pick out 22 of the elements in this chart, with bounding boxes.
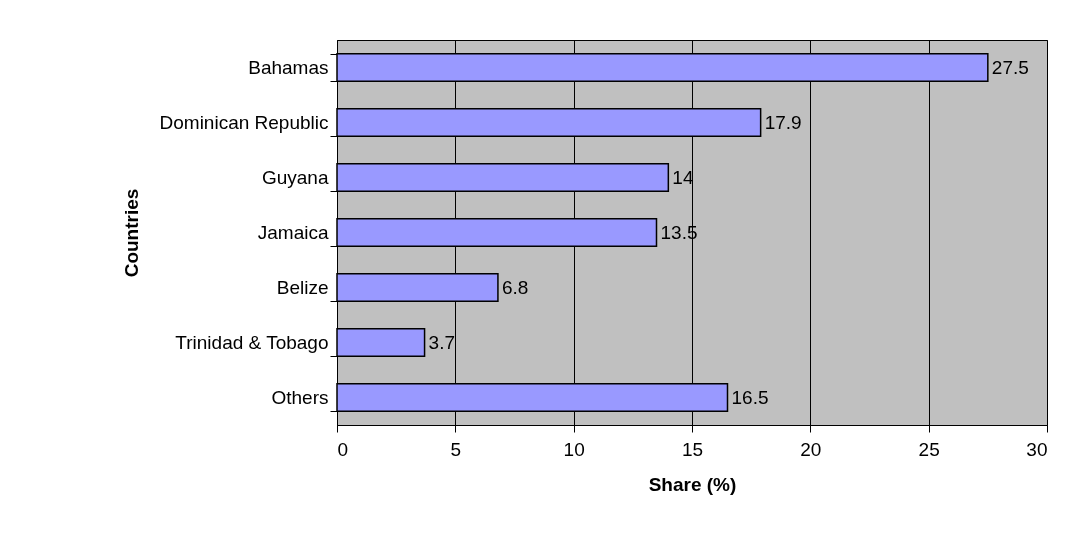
y-tick-label: Others — [271, 387, 329, 408]
data-label: 6.8 — [501, 276, 529, 298]
x-tick-label: 10 — [563, 438, 585, 460]
x-tick-label: 30 — [1026, 438, 1048, 460]
x-tick-label: 5 — [450, 438, 462, 460]
y-tick-label: Bahamas — [248, 57, 329, 78]
y-tick-label: Guyana — [261, 167, 329, 188]
x-tick-label: 15 — [681, 438, 704, 460]
y-axis-title: Countries — [120, 188, 142, 278]
y-tick-label: Dominican Republic — [159, 112, 329, 133]
x-tick-label: 0 — [337, 438, 349, 460]
data-label: 3.7 — [428, 331, 455, 353]
y-tick-label: Trinidad & Tobago — [175, 332, 329, 353]
x-axis-title: Share (%) — [648, 473, 737, 495]
data-label: 27.5 — [991, 56, 1029, 78]
x-tick-label: 25 — [918, 438, 940, 460]
y-tick-label: Belize — [276, 277, 329, 298]
data-label: 14 — [672, 166, 694, 188]
data-label: 17.9 — [764, 111, 802, 133]
x-tick-label: 20 — [800, 438, 822, 460]
y-tick-label: Jamaica — [257, 222, 329, 243]
data-label: 16.5 — [731, 386, 769, 408]
